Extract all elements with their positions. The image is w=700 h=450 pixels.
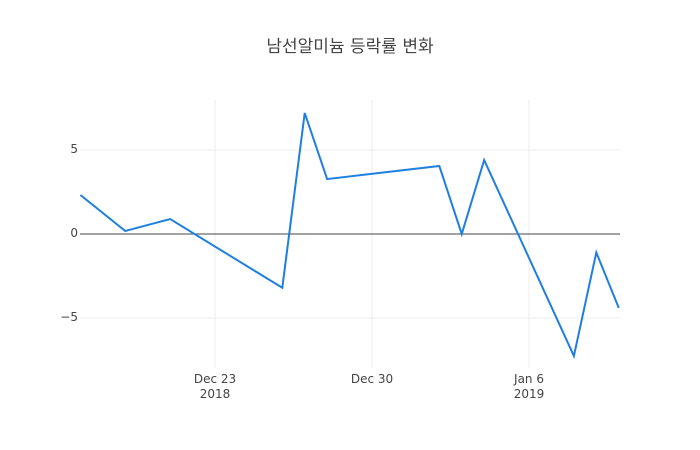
- series-line: [79, 112, 620, 360]
- x-tick-label: Jan 6 2019: [513, 372, 545, 401]
- y-tick-label: 5: [70, 142, 78, 156]
- y-tick-label: −5: [60, 310, 78, 324]
- x-tick-label: Dec 23 2018: [193, 372, 237, 401]
- x-tick-label: Dec 30: [350, 372, 394, 386]
- chart-title: 남선알미늄 등락률 변화: [266, 37, 434, 57]
- y-tick-label: 0: [70, 226, 78, 240]
